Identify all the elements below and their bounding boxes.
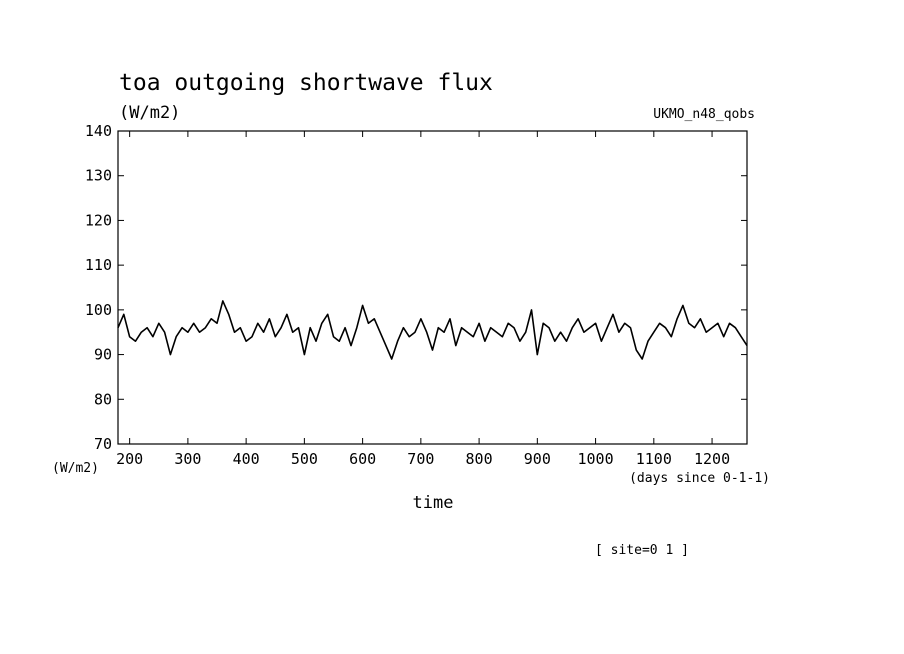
series-layer <box>117 300 748 360</box>
x-tick-label: 1100 <box>636 450 672 468</box>
y-tick-label: 110 <box>85 256 112 274</box>
x-axis: 200 300 400 500 600 700 800 900 1000 1100 1200 <box>116 131 730 468</box>
x-tick-label: 600 <box>349 450 376 468</box>
x-tick-label: 200 <box>116 450 143 468</box>
plot-frame <box>117 130 748 445</box>
x-tick-label: 300 <box>174 450 201 468</box>
x-tick-label: 800 <box>466 450 493 468</box>
y-tick-label: 120 <box>85 211 112 229</box>
x-tick-label: 700 <box>407 450 434 468</box>
y-tick-label: 80 <box>94 390 112 408</box>
footer-note: [ site=0 1 ] <box>595 543 689 558</box>
y-axis: 70 80 90 100 110 120 130 140 <box>85 122 747 453</box>
x-units-label: (days since 0-1-1) <box>629 471 770 486</box>
y-tick-label: 100 <box>85 301 112 319</box>
x-axis-title: time <box>413 493 454 513</box>
chart-title: toa outgoing shortwave flux <box>119 70 493 96</box>
x-tick-label: 1000 <box>578 450 614 468</box>
y-axis-label: (W/m2) <box>52 461 99 476</box>
y-tick-label: 70 <box>94 435 112 453</box>
x-tick-label: 500 <box>291 450 318 468</box>
y-tick-label: 140 <box>85 122 112 140</box>
x-tick-label: 1200 <box>694 450 730 468</box>
dataset-label: UKMO_n48_qobs <box>653 107 755 122</box>
units-label: (W/m2) <box>119 103 180 123</box>
x-tick-label: 400 <box>233 450 260 468</box>
y-tick-label: 90 <box>94 346 112 364</box>
x-tick-label: 900 <box>524 450 551 468</box>
y-tick-label: 130 <box>85 167 112 185</box>
series-line-0 <box>117 300 748 360</box>
